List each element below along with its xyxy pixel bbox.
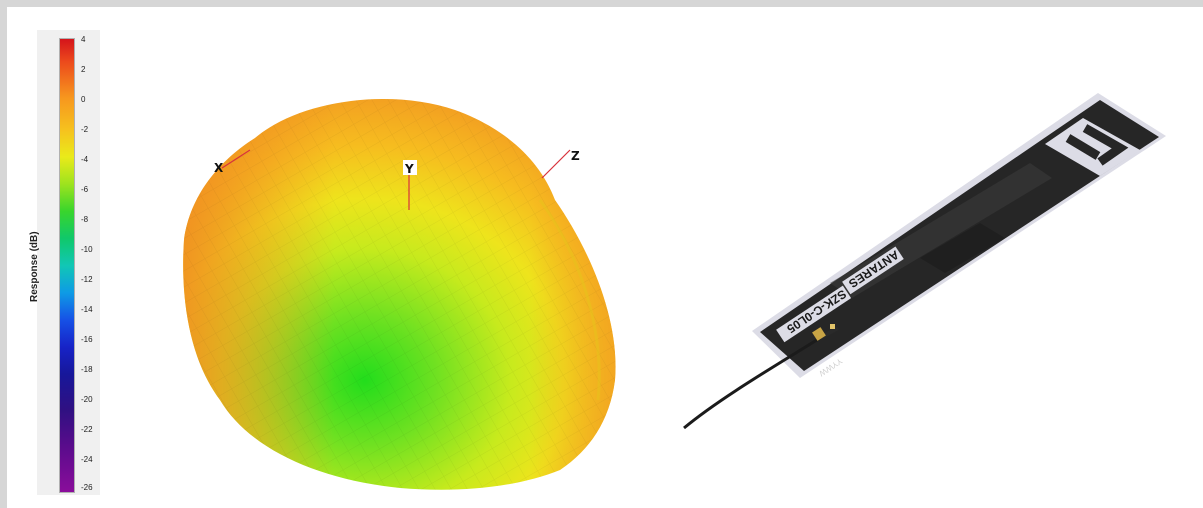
color-scale-legend: Response (dB) 4 2 0 -2 -4 -6 -8 -10 -12 … (29, 30, 100, 495)
scale-tick: -6 (81, 185, 89, 194)
scale-title: Response (dB) (29, 231, 40, 302)
axis-z-label: Z (571, 149, 580, 163)
scale-tick: -20 (81, 395, 93, 404)
scale-tick: -22 (81, 425, 93, 434)
radiation-pattern-3d: X Y Z (183, 99, 616, 490)
left-border (0, 0, 7, 508)
scale-tick: 4 (81, 35, 86, 44)
scale-tick: -8 (81, 215, 89, 224)
color-gradient-bar (59, 38, 75, 493)
pattern-lobe (183, 99, 616, 490)
scale-tick: -16 (81, 335, 93, 344)
scale-tick: -2 (81, 125, 89, 134)
axis-z: Z (541, 149, 580, 179)
scale-tick: 2 (81, 65, 86, 74)
scale-tick: -12 (81, 275, 93, 284)
scale-tick: -18 (81, 365, 93, 374)
scale-tick: -26 (81, 483, 93, 492)
scale-tick: -24 (81, 455, 93, 464)
scale-tick: -14 (81, 305, 93, 314)
scale-tick: -10 (81, 245, 93, 254)
scale-tick: -4 (81, 155, 89, 164)
top-border (0, 0, 1203, 7)
ufl-connector (812, 324, 835, 341)
axis-x: X (214, 149, 251, 175)
antenna-board (752, 93, 1166, 378)
axis-y: Y (403, 160, 417, 210)
axis-x-label: X (214, 161, 224, 175)
scale-tick: 0 (81, 95, 86, 104)
axis-y-label: Y (404, 162, 414, 176)
antenna-product-image: ANTARES SZK-C-0L05 YYWW (683, 93, 1166, 430)
